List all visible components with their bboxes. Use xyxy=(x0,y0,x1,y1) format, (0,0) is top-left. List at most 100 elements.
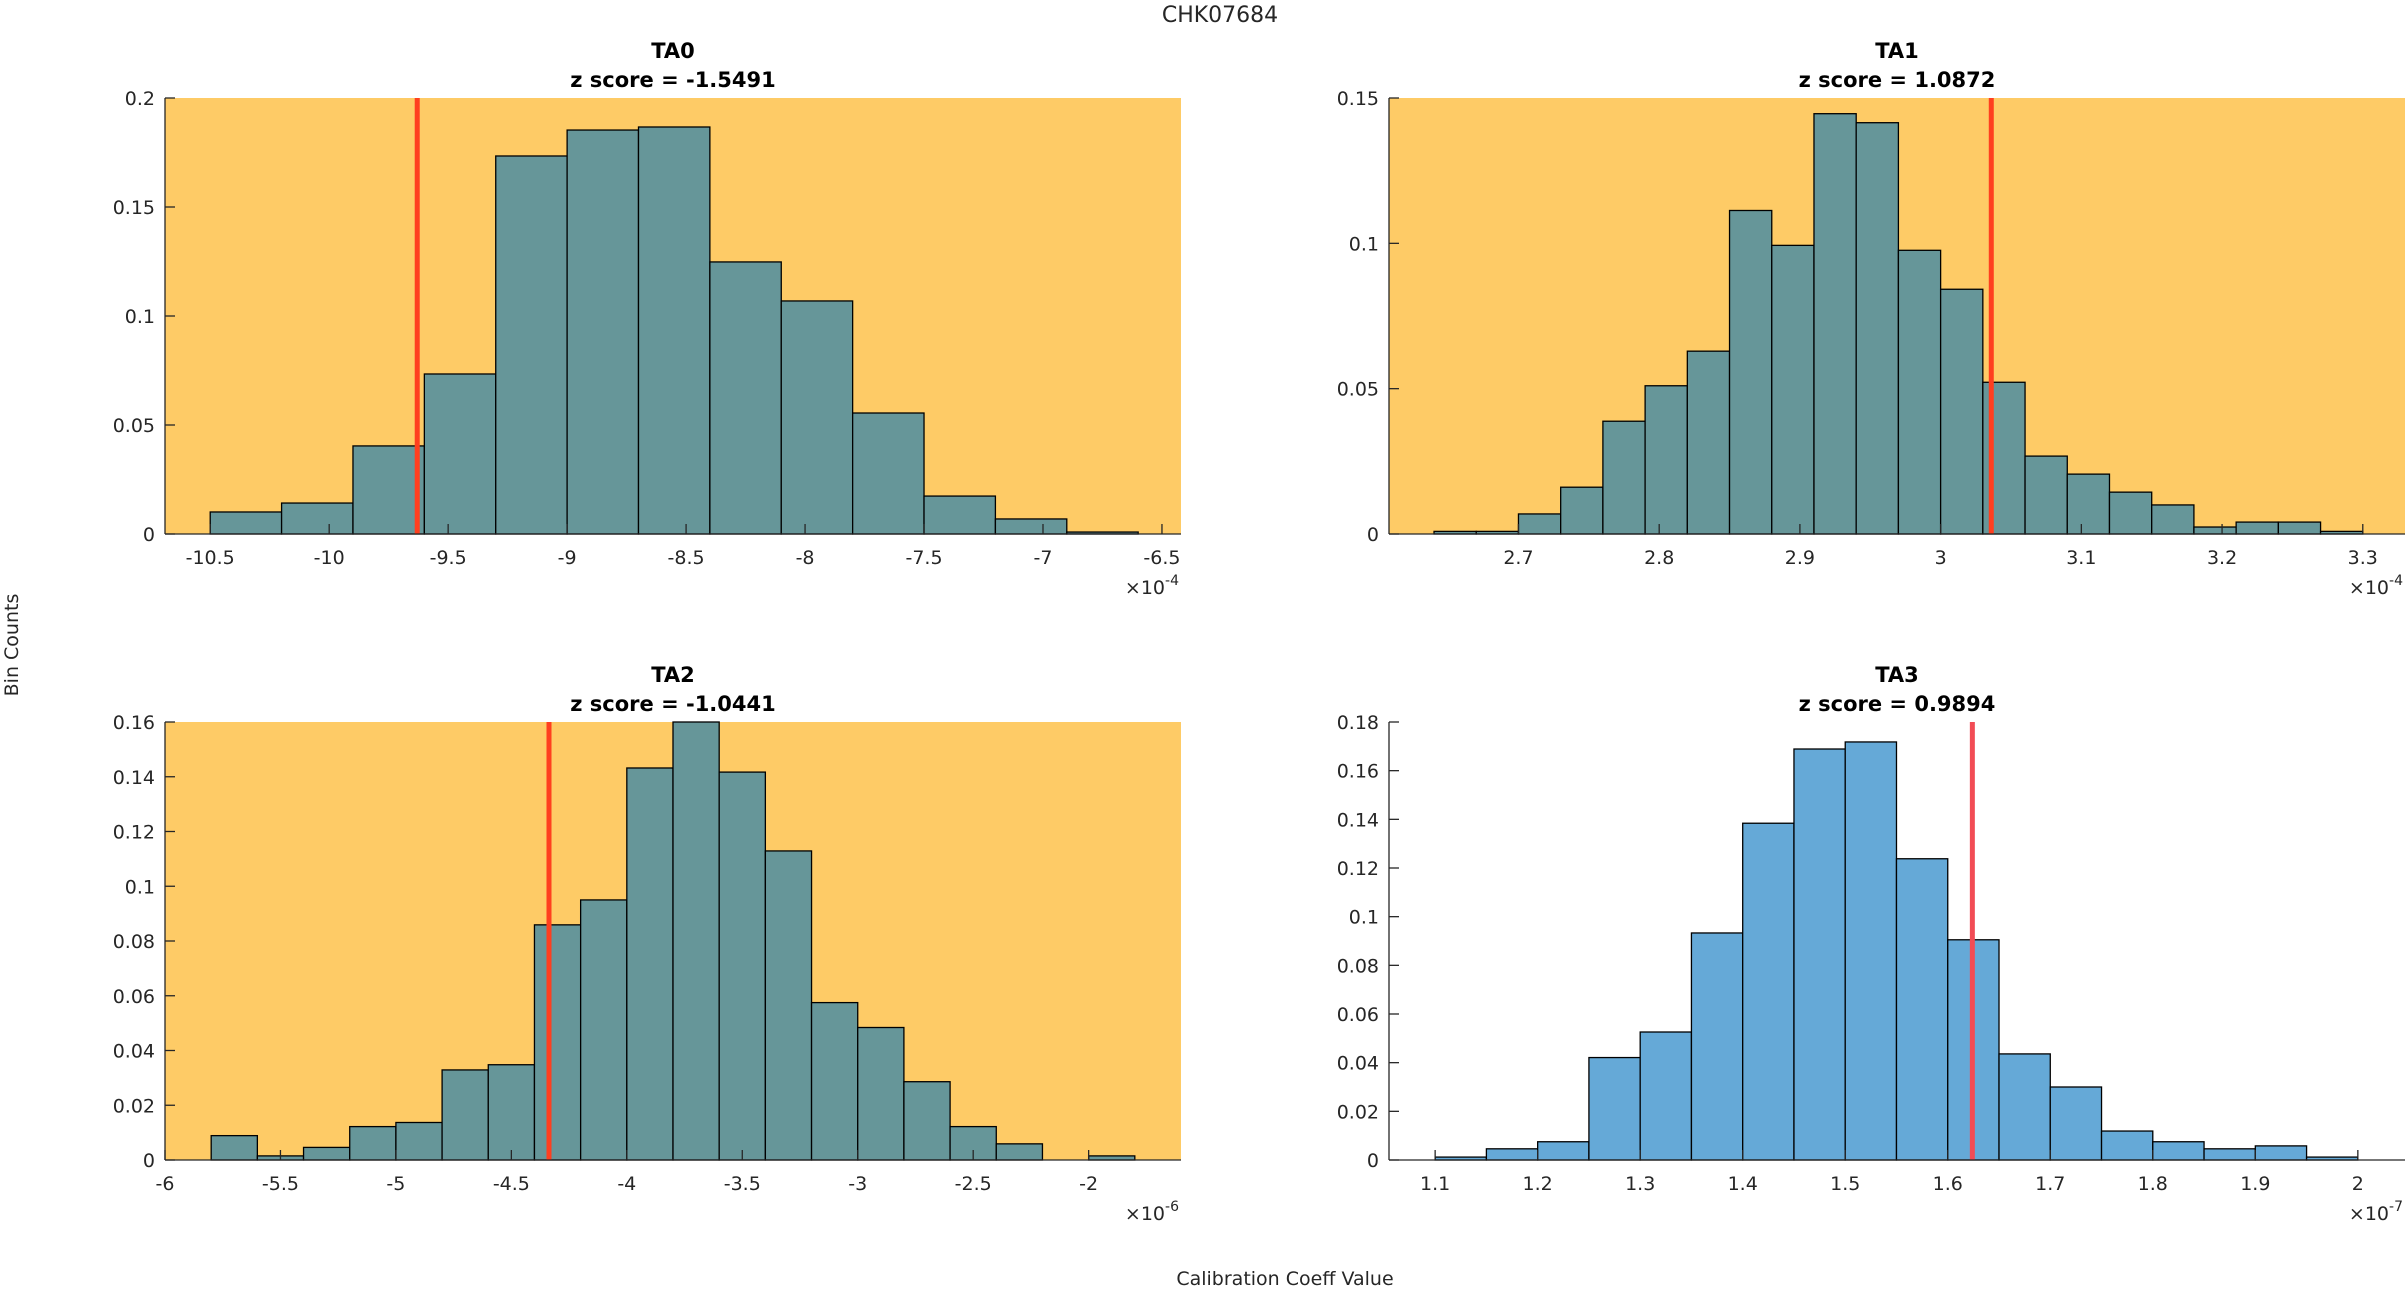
histogram-bar xyxy=(280,502,354,535)
subplot-title: TA0 xyxy=(651,39,695,63)
x-tick-label: -10 xyxy=(314,547,345,569)
x-tick-label: -4 xyxy=(617,1173,636,1195)
histogram-bar xyxy=(1686,350,1731,535)
x-exponent-power: -4 xyxy=(1165,573,1179,589)
histogram-bar xyxy=(637,126,711,535)
subplot-ta3: 0 0.02 0.04 0.06 0.08 0.1 0.12 0.14 0.16 0.18 1.1 1… xyxy=(1337,663,2405,1225)
histogram-bar xyxy=(210,1134,259,1161)
x-tick-label: 2.8 xyxy=(1644,547,1674,569)
subplot-zscore: z score = -1.5491 xyxy=(570,68,775,92)
histogram-bar xyxy=(1588,1056,1641,1161)
histogram-bar xyxy=(1939,288,1984,535)
x-tick-label: 1.1 xyxy=(1420,1173,1450,1195)
histogram-bar xyxy=(495,155,568,535)
subplot-ta1: 0 0.05 0.1 0.15 2.7 2.8 2.9 3 3.1 3.2 3.3 ×10-4 TA1 z… xyxy=(1337,39,2405,599)
x-exponent-power: -6 xyxy=(1165,1199,1179,1215)
x-tick-label: 1.3 xyxy=(1625,1173,1655,1195)
y-tick-label: 0.12 xyxy=(113,822,155,844)
x-tick-label: 3.2 xyxy=(2207,547,2237,569)
histogram-bar xyxy=(566,129,640,535)
x-tick-label: -7.5 xyxy=(905,547,942,569)
subplot-zscore: z score = 1.0872 xyxy=(1799,68,1996,92)
x-tick-label: -7 xyxy=(1034,547,1053,569)
histogram-bar xyxy=(1897,249,1942,535)
histogram-bar xyxy=(2049,1086,2103,1161)
subplot-ta0: 0 0.05 0.1 0.15 0.2 -10.5 -10 -9.5 -9 -8.5 -8 -7.5 -… xyxy=(113,39,1181,599)
histogram-bar xyxy=(810,1001,859,1161)
histogram-bar xyxy=(1602,420,1646,535)
histogram-bar xyxy=(395,1121,443,1161)
histogram-bar xyxy=(1855,122,1900,535)
histogram-bar xyxy=(487,1064,536,1161)
y-tick-label: 0.06 xyxy=(1337,1004,1379,1026)
histogram-bar xyxy=(672,721,720,1161)
x-tick-label: -2.5 xyxy=(955,1173,992,1195)
histogram-bar xyxy=(2254,1145,2308,1161)
y-tick-label: 0.18 xyxy=(1337,712,1379,734)
histogram-bar xyxy=(626,767,674,1161)
histogram-bar xyxy=(923,495,997,535)
y-tick-label: 0.1 xyxy=(125,306,155,328)
y-tick-label: 0.14 xyxy=(1337,809,1379,831)
y-tick-label: 0.04 xyxy=(1337,1053,1379,1075)
histogram-bar xyxy=(1813,113,1857,535)
histogram-bar xyxy=(1793,748,1846,1161)
y-tick-label: 0.15 xyxy=(113,197,155,219)
x-tick-label: -6.5 xyxy=(1143,547,1180,569)
histogram-bar xyxy=(349,1125,397,1161)
y-tick-label: 0.04 xyxy=(113,1041,155,1063)
histogram-bar xyxy=(423,373,497,535)
histogram-bar xyxy=(2235,521,2280,535)
x-tick-label: 2.9 xyxy=(1785,547,1815,569)
histogram-bar xyxy=(2108,491,2153,535)
subplot-zscore: z score = 0.9894 xyxy=(1799,692,1996,716)
y-tick-label: 0.1 xyxy=(125,876,155,898)
x-tick-label: -5.5 xyxy=(262,1173,299,1195)
x-exponent-label: ×10-7 xyxy=(2349,1199,2403,1225)
y-tick-label: 0 xyxy=(143,1150,155,1172)
histogram-bar xyxy=(1485,1148,1539,1161)
histogram-bar xyxy=(1742,822,1795,1161)
y-tick-label: 0.05 xyxy=(113,415,155,437)
x-tick-label: 1.2 xyxy=(1523,1173,1553,1195)
histogram-bar xyxy=(1639,1031,1693,1161)
y-tick-label: 0.14 xyxy=(113,767,155,789)
x-tick-label: -10.5 xyxy=(186,547,235,569)
histogram-bar xyxy=(1644,385,1688,535)
histogram-bar xyxy=(994,518,1068,535)
figure-xlabel: Calibration Coeff Value xyxy=(1176,1268,1393,1290)
subplot-ta2: 0 0.02 0.04 0.06 0.08 0.1 0.12 0.14 0.16 -6 -5.5 -5… xyxy=(113,663,1181,1225)
histogram-bar xyxy=(995,1143,1044,1161)
histogram-bar xyxy=(1560,486,1604,535)
histogram-bar xyxy=(2152,1141,2205,1161)
y-tick-label: 0 xyxy=(1367,524,1379,546)
x-tick-label: -3.5 xyxy=(724,1173,761,1195)
x-tick-label: -9.5 xyxy=(430,547,467,569)
x-exponent-label: ×10-4 xyxy=(1125,573,1179,599)
subplot-title: TA1 xyxy=(1875,39,1919,63)
x-exponent-base: ×10 xyxy=(2349,1203,2389,1225)
x-tick-label: -9 xyxy=(558,547,577,569)
histogram-bar xyxy=(709,261,782,535)
histogram-bar xyxy=(1537,1141,1590,1161)
y-tick-label: 0.05 xyxy=(1337,379,1379,401)
y-tick-label: 0.2 xyxy=(125,88,155,110)
x-tick-label: -3 xyxy=(848,1173,867,1195)
histogram-bar xyxy=(533,924,582,1161)
y-tick-label: 0.02 xyxy=(1337,1101,1379,1123)
y-tick-label: 0.08 xyxy=(113,931,155,953)
x-tick-label: 1.5 xyxy=(1830,1173,1860,1195)
histogram-bar xyxy=(2066,473,2111,535)
figure-ylabel: Bin Counts xyxy=(1,594,23,697)
y-tick-label: 0.16 xyxy=(1337,761,1379,783)
histogram-bar xyxy=(1690,932,1744,1161)
histogram-bar xyxy=(1998,1053,2051,1161)
x-tick-label: -2 xyxy=(1079,1173,1098,1195)
x-exponent-power: -7 xyxy=(2389,1199,2403,1215)
subplot-title: TA2 xyxy=(651,663,695,687)
histogram-bar xyxy=(857,1026,905,1161)
histogram-bar xyxy=(1844,741,1898,1161)
histogram-bar xyxy=(2100,1130,2154,1161)
histogram-bar xyxy=(1728,209,1773,535)
histogram-bar xyxy=(903,1081,951,1161)
